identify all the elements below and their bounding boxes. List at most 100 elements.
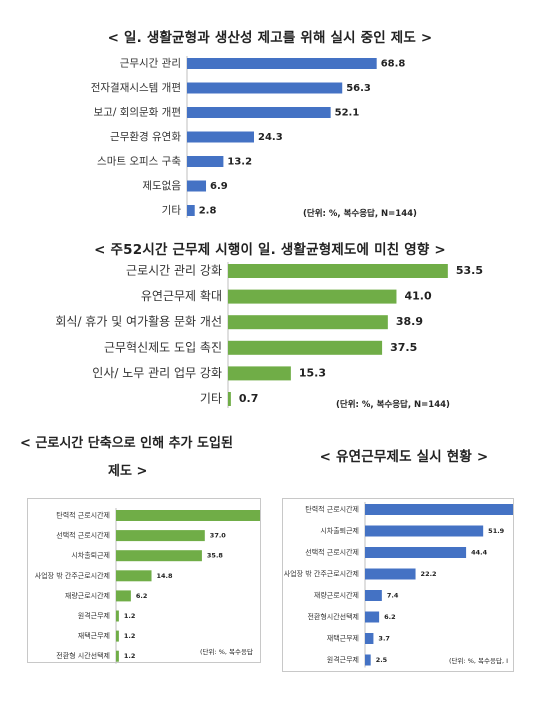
chart3-title-line1: < 근로시간 단축으로 인해 추가 도입된	[20, 436, 233, 451]
chart1-value-label: 52.1	[335, 108, 360, 119]
chart3-value-label: 1.2	[124, 632, 136, 640]
chart3-category-label: 원격근무제	[78, 611, 110, 620]
chart4-bar	[365, 654, 371, 666]
chart3-value-label: 37.0	[210, 532, 227, 540]
chart1-category-label: 제도없음	[142, 179, 181, 192]
chart2-bar	[228, 366, 291, 381]
chart3-bar	[116, 610, 119, 622]
chart2-svg: 근로시간 관리 강화 53.5 유연근무제 확대 41.0 회식/ 휴가 및 여가활용 …	[55, 262, 483, 408]
chart1-category-label: 근무시간 관리	[120, 58, 181, 70]
chart2-category-label: 인사/ 노무 관리 업무 강화	[92, 366, 222, 380]
chart3-category-label: 탄력적 근로시간제	[56, 511, 110, 520]
chart2-value-label: 37.5	[390, 341, 417, 354]
chart3-category-label: 사업장 밖 간주근로시간제	[35, 571, 110, 580]
chart3-bar	[116, 570, 152, 582]
chart1-category-label: 스마트 오피스 구축	[97, 156, 181, 168]
chart1-value-label: 56.3	[346, 83, 371, 94]
chart2-value-label: 0.7	[239, 392, 258, 405]
chart2-category-label: 유연근무제 확대	[141, 289, 222, 303]
chart3-value-label: 1.2	[124, 612, 136, 620]
chart4-category-label: 사업장 밖 간주근로시간제	[284, 569, 359, 578]
chart1-svg: 근무시간 관리 68.8 전자결재시스템 개편 56.3 보고/ 회의문화 개편 52.1…	[91, 56, 406, 218]
chart2-value-label: 53.5	[456, 264, 483, 277]
chart4-category-label: 재택근무제	[327, 634, 359, 643]
chart2-category-label: 기타	[200, 392, 222, 406]
chart3-category-label: 시차출퇴근제	[71, 551, 110, 560]
chart4-value-label: 3.7	[378, 635, 390, 643]
chart1-value-label: 2.8	[199, 206, 217, 217]
chart3-note: (단위: %, 복수응답	[200, 648, 253, 656]
chart2-bar	[228, 315, 388, 330]
chart3-value-label: 14.8	[157, 572, 174, 580]
chart1-bar	[187, 82, 343, 94]
chart1-bar	[187, 180, 207, 192]
chart3-title-line2: 제도 >	[108, 464, 148, 479]
chart2-bar	[228, 289, 397, 304]
chart4-bar	[365, 547, 467, 558]
chart4-value-label: 6.2	[384, 613, 396, 621]
chart3-category-label: 재택근무제	[78, 631, 110, 640]
chart4-bar	[365, 525, 484, 537]
chart1-bar	[187, 205, 195, 216]
chart2-category-label: 회식/ 휴가 및 여가활용 문화 개선	[55, 315, 222, 329]
chart3-category-label: 재량근로시간제	[65, 591, 110, 600]
chart2-title: < 주52시간 근무제 시행이 일. 생활균형제도에 미친 영향 >	[94, 242, 446, 258]
chart3-bar	[116, 510, 260, 521]
chart1-value-label: 24.3	[258, 132, 283, 143]
chart4-bar	[365, 633, 374, 644]
chart4-value-label: 7.4	[387, 592, 399, 600]
chart1-value-label: 68.8	[381, 59, 406, 70]
chart3-bar	[116, 590, 131, 602]
chart1-value-label: 6.9	[210, 181, 228, 192]
chart1-category-label: 보고/ 회의문화 개편	[94, 106, 182, 119]
chart3-bar	[116, 530, 205, 542]
chart2-note: (단위: %, 복수응답, N=144)	[336, 400, 450, 410]
chart2-category-label: 근무혁신제도 도입 촉진	[104, 340, 222, 354]
chart2-panel: 근로시간 관리 강화 53.5 유연근무제 확대 41.0 회식/ 휴가 및 여가활용 …	[0, 256, 540, 416]
chart3-value-label: 35.8	[207, 552, 224, 560]
chart4-value-label: 22.2	[421, 570, 437, 578]
chart4-value-label: 2.5	[376, 656, 388, 664]
chart2-value-label: 41.0	[404, 290, 431, 303]
chart1-category-label: 전자결재시스템 개편	[91, 81, 181, 94]
chart2-value-label: 38.9	[396, 315, 423, 328]
chart1-panel: 근무시간 관리 68.8 전자결재시스템 개편 56.3 보고/ 회의문화 개편 52.1…	[0, 46, 540, 221]
chart1-note: (단위: %, 복수응답, N=144)	[303, 209, 417, 219]
chart4-category-label: 재량근로시간제	[314, 591, 359, 600]
chart2-category-label: 근로시간 관리 강화	[126, 264, 222, 278]
chart3-bar	[116, 650, 119, 662]
chart4-bar	[365, 504, 513, 515]
chart1-value-label: 13.2	[227, 157, 252, 168]
chart3-category-label: 전환형 시간선택제	[56, 651, 110, 660]
chart4-category-label: 시차출퇴근제	[320, 526, 359, 535]
chart4-category-label: 전환형시간선택제	[307, 612, 359, 621]
chart4-bar	[365, 611, 380, 623]
chart1-title: < 일. 생활균형과 생산성 제고를 위해 실시 중인 제도 >	[107, 30, 433, 46]
chart3-bar	[116, 630, 119, 642]
chart2-value-label: 15.3	[299, 366, 326, 379]
chart4-category-label: 선택적 근로시간제	[305, 548, 359, 557]
chart4-value-label: 51.9	[488, 527, 505, 535]
chart4-category-label: 원격근무제	[327, 655, 359, 664]
chart4-value-label: 44.4	[471, 549, 488, 557]
chart4-title: < 유연근무제도 실시 현황 >	[319, 449, 489, 465]
chart1-bar	[187, 58, 377, 69]
chart2-bar	[228, 264, 448, 278]
chart1-bar	[187, 107, 331, 118]
chart3-value-label: 6.2	[136, 592, 148, 600]
chart1-bar	[187, 131, 254, 143]
chart3-value-label: 1.2	[124, 652, 136, 660]
chart4-category-label: 탄력적 근로시간제	[305, 505, 359, 514]
chart3-category-label: 선택적 근로시간제	[56, 531, 110, 540]
chart4-bar	[365, 590, 382, 601]
chart4-note: (단위: %, 복수응답, I	[449, 657, 509, 665]
chart1-category-label: 근무환경 유연화	[110, 130, 181, 143]
chart2-bar	[228, 392, 231, 406]
chart4-bar	[365, 568, 416, 580]
chart3-bar	[116, 550, 202, 562]
chart2-bar	[228, 340, 383, 355]
